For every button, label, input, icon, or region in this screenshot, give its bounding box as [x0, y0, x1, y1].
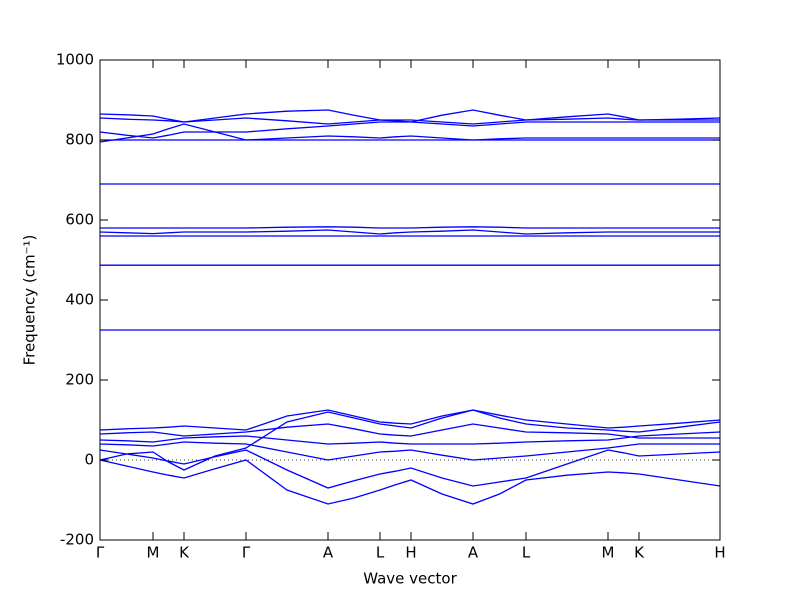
band-line	[100, 226, 720, 229]
band-line	[99, 449, 721, 489]
y-tick-label: 1000	[56, 51, 94, 69]
x-tick-label: M	[147, 544, 160, 562]
y-tick-label: 400	[65, 291, 94, 309]
x-tick-label: K	[179, 544, 190, 562]
band-line	[99, 109, 720, 123]
y-tick-label: 200	[65, 371, 94, 389]
y-tick-label: -200	[60, 531, 94, 549]
y-tick-label: 600	[65, 211, 94, 229]
x-tick-label: M	[602, 544, 615, 562]
band-line	[99, 409, 721, 431]
band-line	[99, 459, 721, 505]
y-axis-label: Frequency (cm⁻¹)	[21, 235, 39, 366]
band-line	[99, 121, 720, 139]
band-line	[99, 123, 720, 143]
x-tick-label: Γ	[242, 544, 251, 562]
y-tick-label: 0	[84, 451, 94, 469]
band-line	[99, 431, 721, 445]
x-tick-label: A	[468, 544, 479, 562]
band-line	[99, 409, 721, 471]
x-axis-label: Wave vector	[363, 570, 457, 588]
band-line	[99, 441, 720, 461]
x-tick-label: L	[522, 544, 531, 562]
x-tick-label: H	[405, 544, 416, 562]
band-line	[99, 229, 720, 235]
x-tick-label: K	[634, 544, 645, 562]
y-tick-label: 800	[65, 131, 94, 149]
x-tick-label: A	[323, 544, 334, 562]
x-tick-label: L	[376, 544, 385, 562]
x-tick-label: H	[714, 544, 725, 562]
band-line	[99, 423, 720, 439]
x-tick-label: Γ	[96, 544, 105, 562]
